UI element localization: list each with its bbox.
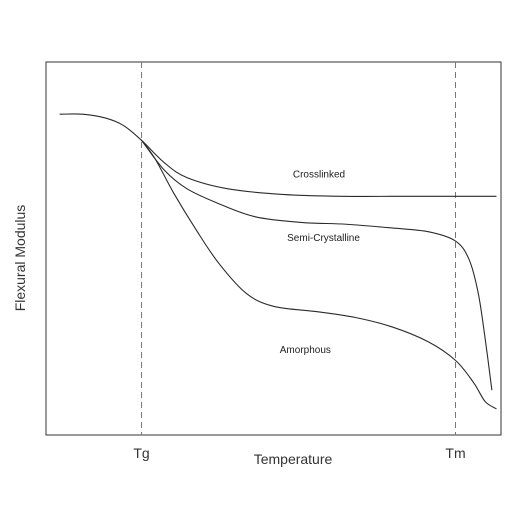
plot-frame [45,61,502,436]
x-tick-label-tg: Tg [133,445,149,461]
y-axis-title: Flexural Modulus [12,205,28,312]
x-axis-title: Temperature [254,451,333,467]
series-line-crosslinked [59,113,497,197]
series-label-amorphous: Amorphous [280,345,331,356]
series-line-semi-crystalline [141,139,493,391]
series-curves [59,113,497,410]
reference-lines [141,62,456,435]
series-labels: Crosslinked Semi-Crystalline Amorphous [280,170,361,356]
series-line-amorphous [141,140,497,410]
x-tick-labels: Tg Tm [133,445,465,461]
series-label-crosslinked: Crosslinked [293,170,345,181]
x-tick-label-tm: Tm [445,445,465,461]
series-label-semi-crystalline: Semi-Crystalline [287,233,360,244]
